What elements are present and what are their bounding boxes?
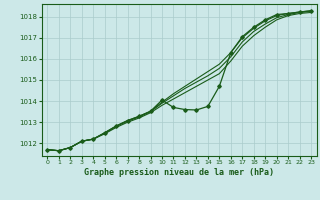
X-axis label: Graphe pression niveau de la mer (hPa): Graphe pression niveau de la mer (hPa) bbox=[84, 168, 274, 177]
